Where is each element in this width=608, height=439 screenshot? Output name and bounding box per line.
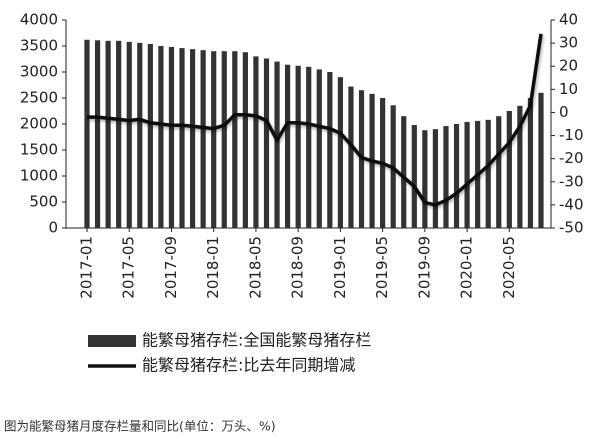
bar: [200, 50, 206, 228]
bar: [274, 61, 280, 228]
bar: [517, 105, 523, 228]
line: [87, 33, 543, 207]
caption: 图为能繁母猪月度存栏量和同比(单位：万头、%): [4, 419, 276, 434]
y2-tick-label: 10: [559, 80, 578, 98]
y-tick-label: 3500: [20, 37, 58, 55]
bar: [221, 51, 227, 229]
y-tick-label: 0: [48, 219, 58, 237]
y-tick-label: 2500: [20, 89, 58, 107]
bar: [506, 111, 512, 228]
bar: [94, 40, 101, 228]
bar: [147, 43, 153, 228]
legend-swatch: [88, 335, 136, 347]
x-tick-label: 2020-01: [458, 236, 476, 299]
y2-tick-label: 20: [559, 57, 578, 75]
bar: [137, 42, 143, 228]
bar: [232, 51, 238, 229]
legend-label: 能繁母猪存栏:全国能繁母猪存栏: [142, 331, 371, 350]
bar: [84, 39, 90, 229]
bar: [242, 52, 248, 228]
y-tick-label: 1000: [20, 167, 58, 185]
x-tick-label: 2019-01: [331, 236, 349, 299]
bar: [295, 65, 301, 228]
y2-tick-label: 30: [559, 34, 578, 52]
x-tick-label: 2019-09: [415, 236, 433, 299]
bar: [443, 126, 449, 228]
legend-label: 能繁母猪存栏:比去年同期增减: [142, 356, 355, 375]
x-tick-label: 2019-05: [373, 236, 391, 299]
bar: [464, 121, 470, 228]
bar: [496, 116, 502, 228]
y2-tick-label: 0: [559, 103, 569, 121]
bar: [422, 130, 428, 228]
bar: [306, 66, 312, 228]
bar: [189, 49, 196, 229]
x-tick-label: 2018-09: [289, 236, 307, 299]
bar: [538, 92, 544, 228]
x-tick-label: 2017-01: [78, 236, 96, 299]
bar: [253, 56, 259, 229]
y2-tick-label: -50: [559, 219, 584, 237]
x-tick-label: 2020-05: [500, 236, 518, 299]
bar: [168, 47, 175, 228]
y2-tick-label: 40: [559, 11, 578, 29]
x-tick-label: 2018-01: [204, 236, 222, 299]
y-tick-label: 2000: [20, 115, 58, 133]
y-tick-label: 4000: [20, 11, 58, 29]
bar: [126, 41, 132, 229]
y-tick-label: 500: [29, 193, 58, 211]
bar: [453, 124, 460, 228]
x-tick-label: 2017-05: [120, 236, 138, 299]
bar: [348, 86, 354, 228]
y2-tick-label: -30: [559, 172, 584, 190]
bar: [263, 58, 270, 229]
bar: [337, 77, 343, 228]
bar: [158, 46, 164, 228]
bar: [527, 98, 534, 228]
y2-tick-label: -40: [559, 195, 584, 213]
bar: [105, 40, 111, 228]
bar: [411, 125, 417, 228]
bar: [401, 116, 407, 228]
bar: [179, 48, 185, 228]
bar: [485, 119, 491, 228]
bar: [316, 69, 322, 229]
bar: [432, 129, 439, 228]
x-tick-label: 2018-05: [246, 236, 264, 299]
bar: [285, 64, 291, 228]
y-tick-label: 3000: [20, 63, 58, 81]
bar: [116, 40, 122, 228]
y2-tick-label: -10: [559, 126, 584, 144]
y2-tick-label: -20: [559, 149, 584, 167]
x-tick-label: 2017-09: [162, 236, 180, 299]
bar: [211, 51, 217, 229]
y-tick-label: 1500: [20, 141, 58, 159]
bar: [327, 72, 333, 228]
